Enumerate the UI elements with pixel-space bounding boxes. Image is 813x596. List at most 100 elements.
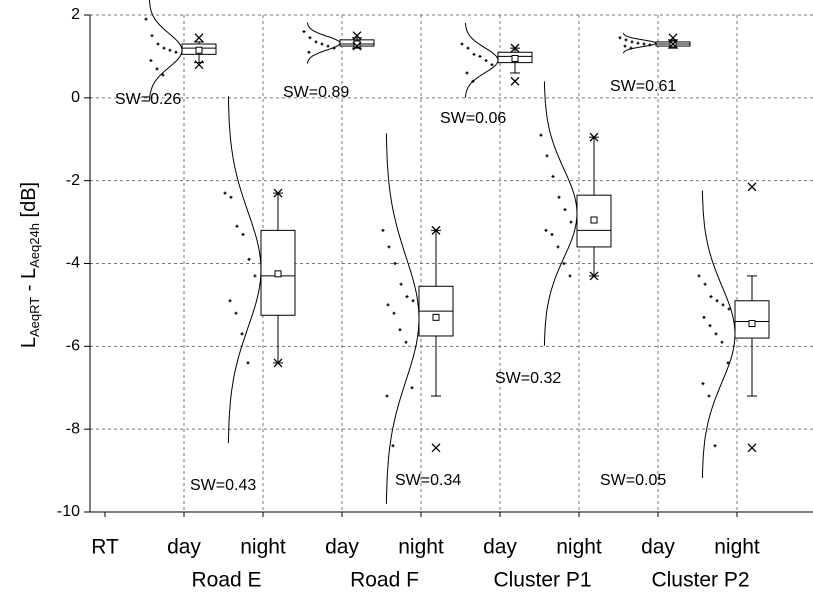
data-point bbox=[697, 274, 701, 278]
sw-label: SW=0.61 bbox=[610, 78, 676, 95]
data-point bbox=[551, 175, 555, 179]
data-point bbox=[703, 282, 707, 286]
extreme-marker bbox=[431, 443, 441, 453]
data-point bbox=[385, 394, 389, 398]
data-point bbox=[320, 42, 324, 46]
box bbox=[734, 300, 770, 339]
mean bbox=[432, 313, 440, 321]
extreme-marker bbox=[747, 443, 757, 453]
data-point bbox=[618, 36, 622, 40]
data-point bbox=[161, 73, 165, 77]
data-point bbox=[623, 44, 627, 48]
data-point bbox=[332, 46, 336, 50]
y-axis-label-part: - L bbox=[18, 268, 40, 297]
sw-label: SW=0.32 bbox=[495, 370, 561, 387]
group-label: Cluster P2 bbox=[651, 569, 749, 592]
y-axis-label-part: Aeq24h bbox=[27, 223, 42, 268]
extreme-marker bbox=[352, 31, 362, 41]
data-point bbox=[648, 43, 652, 47]
data-point bbox=[568, 274, 572, 278]
data-point bbox=[253, 274, 257, 278]
data-point bbox=[393, 262, 397, 265]
x-tick-label: night bbox=[240, 536, 286, 559]
data-point bbox=[391, 444, 395, 448]
data-point bbox=[472, 52, 476, 56]
data-point bbox=[490, 63, 494, 67]
x-tick-label: day bbox=[483, 536, 517, 559]
y-tick-label: -2 bbox=[66, 172, 80, 189]
mean bbox=[274, 270, 282, 278]
data-point bbox=[636, 41, 640, 45]
data-point bbox=[150, 34, 154, 38]
data-point bbox=[307, 50, 311, 54]
data-point bbox=[624, 38, 628, 42]
extreme-marker bbox=[747, 182, 757, 192]
data-point bbox=[387, 245, 391, 249]
data-point bbox=[629, 46, 633, 50]
data-point bbox=[386, 303, 390, 307]
data-point bbox=[727, 307, 731, 311]
data-point bbox=[563, 208, 567, 212]
data-point bbox=[381, 228, 385, 232]
extreme-marker bbox=[194, 33, 204, 43]
data-point bbox=[240, 332, 244, 336]
y-axis-label-part: AeqRT bbox=[27, 297, 42, 337]
extreme-marker bbox=[589, 271, 599, 281]
x-tick-label: day bbox=[325, 536, 359, 559]
data-point bbox=[720, 340, 724, 344]
x-tick-label: night bbox=[556, 536, 602, 559]
data-point bbox=[399, 282, 403, 286]
data-point bbox=[162, 46, 166, 50]
data-point bbox=[701, 382, 705, 386]
data-point bbox=[708, 324, 712, 328]
data-point bbox=[714, 332, 718, 336]
data-point bbox=[410, 386, 414, 390]
data-point bbox=[471, 79, 475, 83]
data-point bbox=[241, 233, 245, 237]
sw-label: SW=0.34 bbox=[395, 472, 461, 489]
y-tick-label: 2 bbox=[71, 6, 80, 23]
x-tick-label: night bbox=[714, 536, 760, 559]
data-point bbox=[235, 224, 239, 228]
extreme-marker bbox=[589, 132, 599, 142]
extreme-marker bbox=[273, 358, 283, 368]
group-label: Road E bbox=[191, 569, 261, 592]
sw-label: SW=0.26 bbox=[115, 91, 181, 108]
x-tick-label: day bbox=[167, 536, 201, 559]
y-tick-label: 0 bbox=[71, 89, 80, 106]
data-point bbox=[223, 191, 227, 195]
data-point bbox=[544, 228, 548, 232]
data-point bbox=[405, 295, 409, 299]
data-point bbox=[484, 59, 488, 63]
data-point bbox=[707, 394, 711, 398]
data-point bbox=[556, 245, 560, 249]
data-point bbox=[247, 257, 251, 261]
data-point bbox=[168, 48, 172, 52]
data-point bbox=[569, 220, 573, 224]
group-label: Cluster P1 bbox=[493, 569, 591, 592]
data-point bbox=[539, 133, 543, 137]
data-point bbox=[642, 42, 646, 46]
x-tick-label: night bbox=[398, 536, 444, 559]
mean bbox=[195, 46, 203, 54]
data-point bbox=[144, 17, 148, 21]
data-point bbox=[411, 299, 415, 303]
data-point bbox=[149, 59, 153, 63]
x-tick-label: day bbox=[641, 536, 675, 559]
extreme-marker bbox=[510, 76, 520, 86]
data-point bbox=[326, 44, 330, 48]
data-point bbox=[174, 50, 178, 54]
x-tick-label: RT bbox=[91, 536, 119, 559]
data-point bbox=[246, 361, 250, 365]
data-point bbox=[630, 40, 634, 44]
mean bbox=[353, 40, 361, 48]
data-point bbox=[478, 54, 482, 58]
y-tick-label: -6 bbox=[66, 338, 80, 355]
data-point bbox=[308, 36, 312, 40]
data-point bbox=[229, 195, 233, 199]
data-point bbox=[156, 42, 160, 46]
data-point bbox=[234, 311, 238, 315]
y-axis-label-part: [dB] bbox=[18, 182, 40, 223]
y-tick-label: -10 bbox=[57, 503, 80, 520]
